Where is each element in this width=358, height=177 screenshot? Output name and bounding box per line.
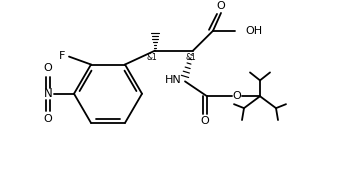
Text: O: O <box>200 116 209 126</box>
Text: &1: &1 <box>147 53 158 62</box>
Text: N: N <box>44 87 52 100</box>
Text: O: O <box>233 91 241 101</box>
Text: O: O <box>44 115 52 124</box>
Text: O: O <box>44 63 52 73</box>
Text: O: O <box>217 1 226 11</box>
Text: &1: &1 <box>186 53 197 62</box>
Text: OH: OH <box>245 26 262 36</box>
Text: HN: HN <box>165 75 182 85</box>
Text: F: F <box>59 51 65 61</box>
